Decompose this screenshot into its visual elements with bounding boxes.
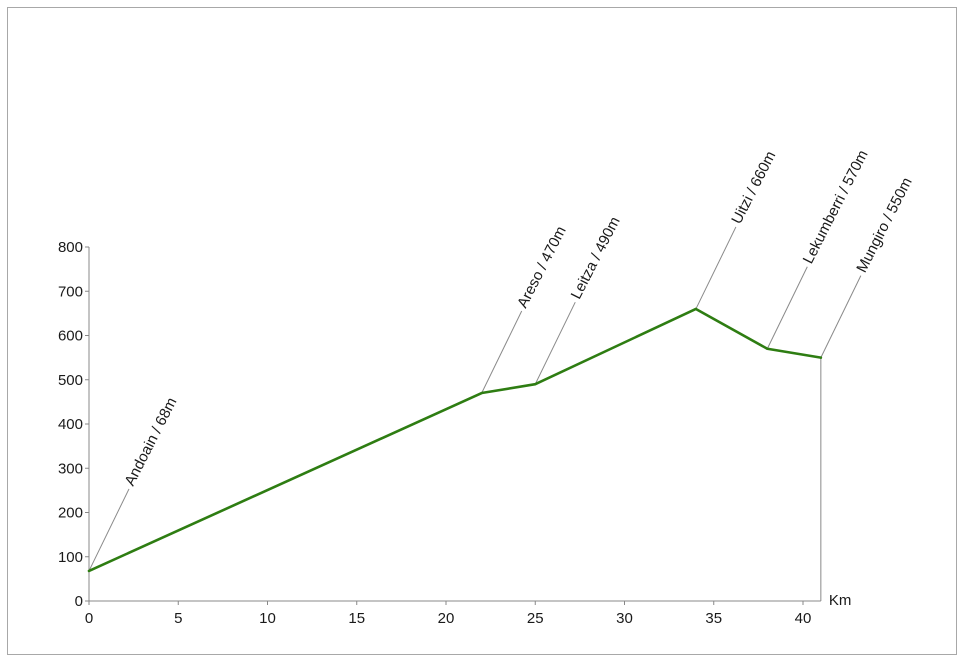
annotation-leader-line (766, 266, 808, 349)
y-tick-label: 500 (58, 372, 83, 389)
axis-ticks: 0 100 200 300 400 500 600 700 800 0 5 10 15 20 25 30 35 4… (58, 239, 811, 627)
x-tick-label: 10 (259, 610, 276, 627)
x-tick-label: 40 (795, 610, 812, 627)
elevation-series-line (87, 307, 823, 573)
y-tick-label: 400 (58, 416, 83, 433)
annotation-leader-line (820, 275, 862, 358)
annotation-leaders (88, 226, 862, 572)
annotation-label: Mungiro / 550m (853, 175, 915, 276)
y-tick-label: 200 (58, 505, 83, 522)
annotation-leader-line (481, 310, 523, 394)
x-tick-label: 35 (705, 610, 722, 627)
chart-frame (7, 7, 957, 655)
annotation-leader-line (534, 301, 576, 385)
elevation-point (480, 391, 483, 395)
annotation-leader-line (88, 488, 130, 572)
y-tick-label: 100 (58, 549, 83, 566)
x-axis-label: Km (829, 592, 852, 609)
elevation-point (87, 569, 91, 573)
elevation-point (819, 356, 823, 359)
y-tick-label: 0 (75, 593, 83, 610)
x-tick-label: 0 (85, 610, 93, 627)
y-tick-label: 300 (58, 460, 83, 477)
annotation-label: Leitza / 490m (568, 214, 624, 302)
chart-axes: Km (88, 247, 852, 609)
annotation-label: Andoain / 68m (121, 395, 180, 489)
annotation-label: Uitzi / 660m (728, 148, 779, 226)
x-tick-label: 20 (438, 610, 455, 627)
series-layer (87, 307, 823, 573)
x-tick-label: 15 (348, 610, 365, 627)
y-tick-label: 600 (58, 328, 83, 345)
x-tick-label: 25 (527, 610, 544, 627)
elevation-point (766, 347, 769, 350)
y-tick-label: 800 (58, 239, 83, 256)
elevation-point (534, 382, 537, 386)
x-tick-label: 5 (174, 610, 182, 627)
y-tick-label: 700 (58, 283, 83, 300)
elevation-point (694, 307, 698, 311)
annotation-label: Lekumberri / 570m (800, 147, 872, 266)
annotation-label: Areso / 470m (514, 224, 570, 311)
annotation-leader-line (695, 226, 737, 310)
x-tick-label: 30 (616, 610, 633, 627)
